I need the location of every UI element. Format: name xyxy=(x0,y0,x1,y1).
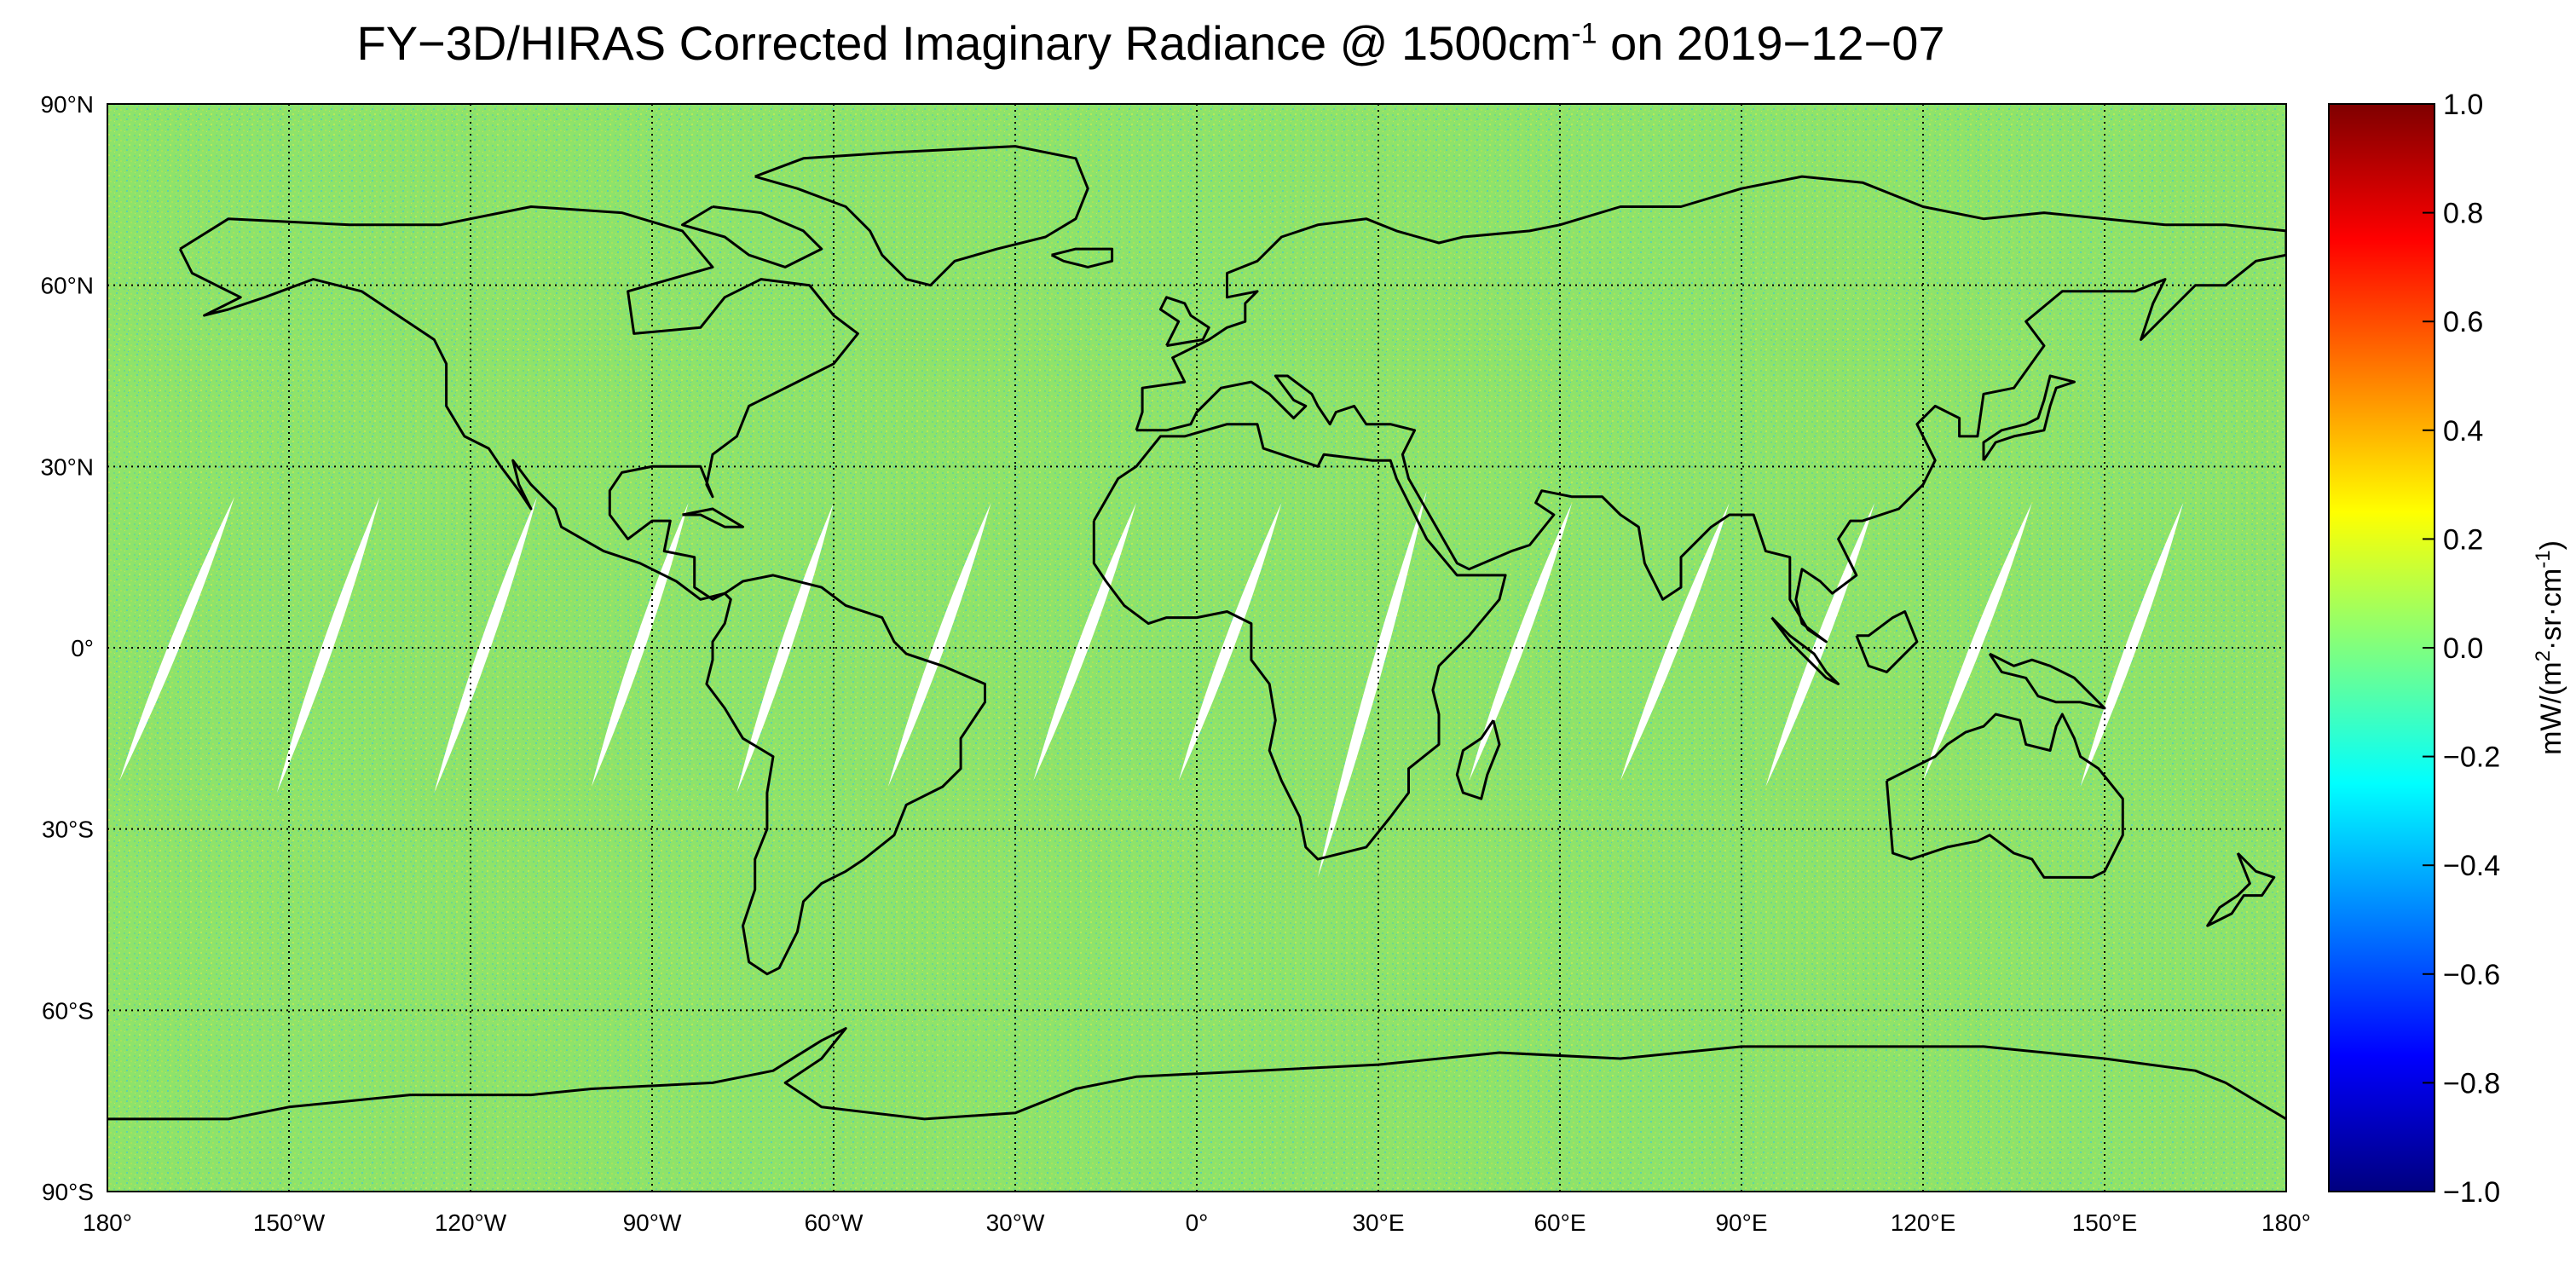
graticule xyxy=(107,104,2286,1192)
data-gap-2 xyxy=(434,496,538,794)
coastline-antarctica xyxy=(107,1027,2286,1121)
data-gap-11 xyxy=(1765,502,1875,788)
colorbar-label-end: ) xyxy=(2535,540,2567,550)
map-frame xyxy=(107,103,2287,1192)
data-gap-13 xyxy=(2080,502,2184,788)
colorbar-ticks: 1.0 0.8 0.6 0.4 0.2 0.0 −0.2 −0.4 −0.6 −0.8 −1.0 xyxy=(2423,89,2500,1209)
colorbar-tick-label: −0.2 xyxy=(2443,742,2500,774)
data-gap-1 xyxy=(276,496,380,794)
colorbar-label-sup2: -1 xyxy=(2532,550,2555,568)
data-gap-4 xyxy=(736,502,834,794)
lon-label: 90°E xyxy=(1715,1209,1767,1236)
lon-label: 0° xyxy=(1186,1209,1209,1236)
data-gap-9 xyxy=(1469,502,1573,781)
lat-label: 60°S xyxy=(42,997,94,1024)
lon-label: 60°W xyxy=(805,1209,863,1236)
lon-label: 30°E xyxy=(1352,1209,1404,1236)
coastline-iceland xyxy=(1050,247,1114,268)
coastline-south-america xyxy=(705,574,986,976)
lon-label: 150°E xyxy=(2072,1209,2138,1236)
title-text: FY−3D/HIRAS Corrected Imaginary Radiance… xyxy=(356,16,1572,70)
coastline-eurasia xyxy=(1135,175,2286,644)
title-superscript: -1 xyxy=(1571,17,1597,50)
lon-label: 180° xyxy=(83,1209,132,1236)
colorbar-tick-label: −1.0 xyxy=(2443,1176,2500,1209)
lon-label: 180° xyxy=(2261,1209,2311,1236)
coastline-borneo xyxy=(1855,610,1919,673)
lat-label: 90°N xyxy=(40,91,94,118)
longitude-labels: 180° 150°W 120°W 90°W 60°W 30°W 0° 30°E 60°E 90°E… xyxy=(83,1209,2311,1236)
coastline-africa xyxy=(1092,423,1507,861)
data-gap-6 xyxy=(1033,502,1136,781)
coastline-greenland xyxy=(754,145,1089,287)
map-title: FY−3D/HIRAS Corrected Imaginary Radiance… xyxy=(0,15,2302,71)
coastlines xyxy=(107,145,2286,1121)
lat-label: 90°S xyxy=(42,1179,94,1205)
lat-label: 0° xyxy=(71,635,94,661)
lat-label: 60°N xyxy=(40,273,94,299)
data-gap-3 xyxy=(592,502,689,788)
lon-label: 150°W xyxy=(253,1209,326,1236)
lat-label: 30°S xyxy=(42,817,94,843)
coastline-sumatra xyxy=(1770,616,1840,685)
colorbar-tick-label: 0.0 xyxy=(2443,632,2483,665)
colorbar-tick-label: −0.8 xyxy=(2443,1067,2500,1100)
coastline-uk xyxy=(1158,296,1210,348)
coastline-baffin xyxy=(681,205,823,268)
data-gap-8 xyxy=(1318,490,1427,878)
data-gap-12 xyxy=(1923,502,2032,781)
colorbar-tick-label: −0.6 xyxy=(2443,959,2500,991)
coastline-australia xyxy=(1885,713,2124,879)
data-gap-5 xyxy=(887,502,991,788)
title-date: on 2019−12−07 xyxy=(1597,16,1945,70)
lon-label: 120°E xyxy=(1891,1209,1956,1236)
map-panel: 90°N 60°N 30°N 0° 30°S 60°S 90°S 180° 150°W 120°… xyxy=(40,91,2311,1236)
colorbar-label-mid: ·sr·cm xyxy=(2535,569,2567,650)
colorbar-tick-label: 1.0 xyxy=(2443,89,2483,121)
colorbar-label-unit: mW/(m xyxy=(2535,661,2567,755)
colorbar-label-sup1: 2 xyxy=(2532,650,2555,661)
coastline-cuba xyxy=(682,507,744,528)
colorbar-tick-label: 0.6 xyxy=(2443,306,2483,338)
coastline-japan xyxy=(1982,374,2076,462)
colorbar: 1.0 0.8 0.6 0.4 0.2 0.0 −0.2 −0.4 −0.6 −0.8 −1.0 m… xyxy=(2328,89,2568,1209)
coastline-new-zealand xyxy=(2206,851,2276,927)
coastline-north-america xyxy=(178,205,859,601)
data-gap-0 xyxy=(119,496,235,781)
colorbar-tick-label: 0.8 xyxy=(2443,198,2483,230)
lat-label: 30°N xyxy=(40,453,94,480)
colorbar-tick-label: 0.2 xyxy=(2443,523,2483,556)
lon-label: 90°W xyxy=(623,1209,682,1236)
colorbar-scale xyxy=(2328,103,2435,1192)
data-gap-10 xyxy=(1620,502,1730,781)
data-gap-layer xyxy=(119,490,2184,878)
lon-label: 120°W xyxy=(435,1209,507,1236)
lon-label: 60°E xyxy=(1533,1209,1585,1236)
colorbar-tick-label: 0.4 xyxy=(2443,415,2483,447)
colorbar-label: mW/(m2·sr·cm-1) xyxy=(2532,540,2568,755)
coastline-madagascar xyxy=(1455,719,1501,800)
lon-label: 30°W xyxy=(986,1209,1045,1236)
data-gap-7 xyxy=(1178,502,1282,781)
colorbar-tick-label: −0.4 xyxy=(2443,850,2500,882)
latitude-labels: 90°N 60°N 30°N 0° 30°S 60°S 90°S xyxy=(40,91,94,1205)
